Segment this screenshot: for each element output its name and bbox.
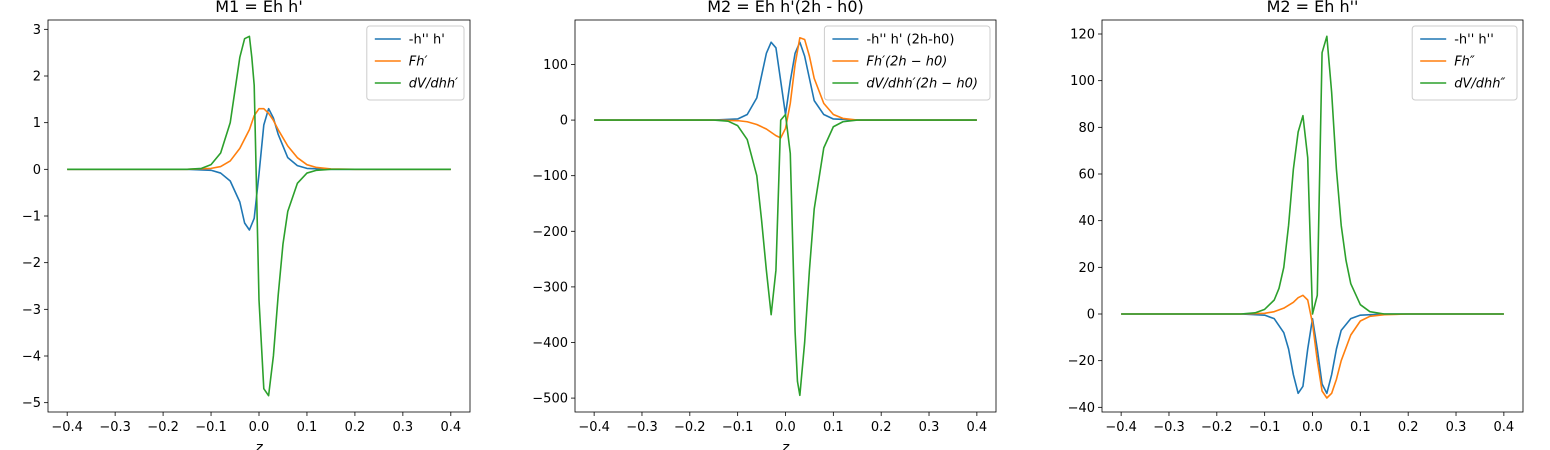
x-tick-label: 0.0	[775, 420, 796, 435]
y-tick-label: 60	[1078, 168, 1095, 183]
y-tick-label: −300	[532, 280, 568, 295]
x-tick-label: 0.4	[1494, 420, 1515, 435]
series-line-2	[1121, 294, 1504, 399]
legend: -h'' h'' Fh″ dV/dhh″	[1411, 25, 1518, 101]
x-tick-label: −0.2	[147, 420, 179, 435]
y-tick-label: −500	[532, 392, 568, 407]
x-tick-label: −0.3	[99, 420, 131, 435]
y-tick-label: 1	[33, 116, 41, 131]
x-tick-label: 0.2	[1398, 420, 1419, 435]
y-tick-label: 120	[1070, 28, 1095, 43]
series-line-3	[1121, 35, 1504, 315]
x-tick-label: −0.1	[1249, 420, 1281, 435]
series-line-1	[67, 107, 451, 231]
y-tick-label: −100	[532, 169, 568, 184]
x-tick-label: −0.1	[195, 420, 227, 435]
y-tick-label: 0	[1087, 308, 1095, 323]
y-tick-label: −400	[532, 336, 568, 351]
x-tick-label: −0.4	[1105, 420, 1137, 435]
legend-label-3: dV/dhh″	[1454, 77, 1505, 92]
y-tick-label: −3	[22, 303, 41, 318]
series-line-2	[594, 36, 977, 139]
plot-area	[67, 35, 451, 397]
legend-box	[366, 25, 465, 101]
x-tick-label: 0.1	[1350, 420, 1371, 435]
x-tick-label: 0.3	[1446, 420, 1467, 435]
y-tick-label: −200	[532, 225, 568, 240]
y-tick-label: 0	[560, 114, 568, 129]
series-line-3	[67, 35, 451, 397]
legend-box	[1411, 25, 1518, 101]
x-tick-label: 0.3	[393, 420, 414, 435]
x-tick-label: −0.3	[626, 420, 658, 435]
y-tick-label: −4	[22, 350, 41, 365]
chart-panel-1: M1 = Eh h' −0.4 −0.3 −0.2 −0.1 0.0 0.1 0.2 0.3 0.…	[22, 0, 471, 450]
y-tick-label: −1	[22, 210, 41, 225]
legend: -h'' h' Fh′ dV/dhh′	[366, 25, 465, 101]
y-tick-label: −20	[1068, 354, 1095, 369]
x-tick-label: −0.1	[722, 420, 754, 435]
legend-label-1: -h'' h'	[409, 33, 445, 48]
y-tick-label: −2	[22, 256, 41, 271]
x-tick-label: 0.4	[967, 420, 988, 435]
chart-title: M2 = Eh h''	[1267, 0, 1359, 16]
series-line-1	[1121, 313, 1504, 395]
chart-title: M1 = Eh h'	[215, 0, 302, 16]
x-tick-label: 0.0	[249, 420, 270, 435]
y-tick-label: 3	[33, 23, 41, 38]
legend-label-1: -h'' h' (2h-h0)	[866, 33, 954, 48]
chart-panel-3: M2 = Eh h'' −0.4 −0.3 −0.2 −0.1 0.0 0.1 0.2 0.3 0…	[1068, 0, 1524, 435]
y-tick-label: 100	[543, 58, 568, 73]
y-tick-label: 2	[33, 70, 41, 85]
x-tick-label: 0.1	[297, 420, 318, 435]
chart-panel-2: M2 = Eh h'(2h - h0) −0.4 −0.3 −0.2 −0.1 0.0 0.…	[532, 0, 997, 450]
legend-label-2: Fh′(2h − h0)	[866, 55, 947, 70]
x-tick-label: 0.0	[1302, 420, 1323, 435]
legend-label-1: -h'' h''	[1454, 33, 1494, 48]
x-tick-label: −0.4	[51, 420, 83, 435]
y-tick-label: 100	[1070, 74, 1095, 89]
series-line-3	[594, 113, 977, 397]
y-tick-label: 0	[33, 163, 41, 178]
x-axis-label: z	[254, 440, 263, 450]
x-tick-label: −0.2	[674, 420, 706, 435]
y-tick-label: 40	[1078, 214, 1095, 229]
legend: -h'' h' (2h-h0) Fh′(2h − h0) dV/dhh′(2h − …	[823, 25, 991, 101]
y-tick-label: 20	[1078, 261, 1095, 276]
plot-area	[1121, 35, 1504, 399]
x-tick-label: 0.2	[345, 420, 366, 435]
x-tick-label: 0.3	[919, 420, 940, 435]
x-tick-label: −0.4	[578, 420, 610, 435]
y-tick-label: −5	[22, 396, 41, 411]
x-axis-label: z	[781, 440, 790, 450]
legend-label-3: dV/dhh′	[409, 77, 458, 92]
x-tick-label: 0.4	[440, 420, 461, 435]
legend-box	[823, 25, 991, 101]
y-tick-label: −40	[1068, 401, 1095, 416]
x-tick-label: −0.2	[1201, 420, 1233, 435]
x-tick-label: 0.1	[823, 420, 844, 435]
x-tick-label: 0.2	[871, 420, 892, 435]
plot-area	[594, 36, 977, 397]
chart-title: M2 = Eh h'(2h - h0)	[707, 0, 864, 16]
legend-label-2: Fh′	[409, 55, 428, 70]
legend-label-3: dV/dhh′(2h − h0)	[866, 77, 978, 92]
y-tick-label: 80	[1078, 121, 1095, 136]
series-line-2	[67, 107, 451, 171]
legend-label-2: Fh″	[1454, 55, 1475, 70]
x-tick-label: −0.3	[1153, 420, 1185, 435]
